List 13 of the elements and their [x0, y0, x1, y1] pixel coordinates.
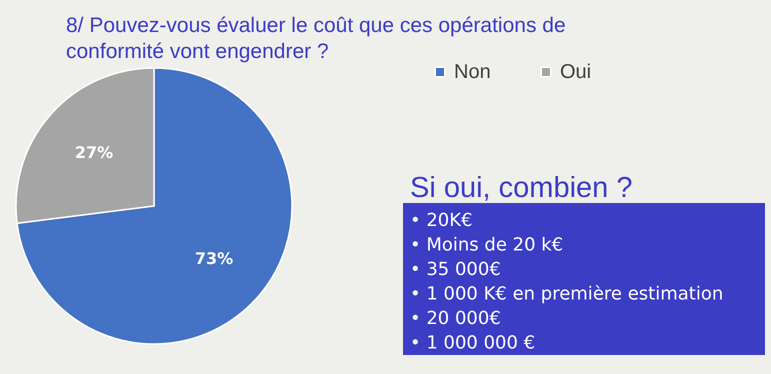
data-label: 27% — [74, 143, 114, 162]
text: • Moins de 20 k€ — [410, 234, 564, 256]
text: Si oui, combien ? — [410, 172, 632, 204]
legend-label: Oui — [560, 61, 592, 83]
text: • 20K€ — [410, 210, 472, 231]
text: • 35 000€ — [410, 259, 501, 280]
text: • 1 000 K€ en première estimation — [410, 284, 724, 304]
legend-label: Non — [454, 61, 491, 83]
text: • 1 000 000 € — [410, 332, 536, 354]
text: • 20 000€ — [410, 308, 501, 329]
chart-title: 8/ Pouvez-vous évaluer le coût que ces opérations de conformité vont engendrer ? — [66, 14, 566, 63]
pie-slice — [16, 67, 293, 345]
data-label: 73% — [194, 248, 234, 268]
